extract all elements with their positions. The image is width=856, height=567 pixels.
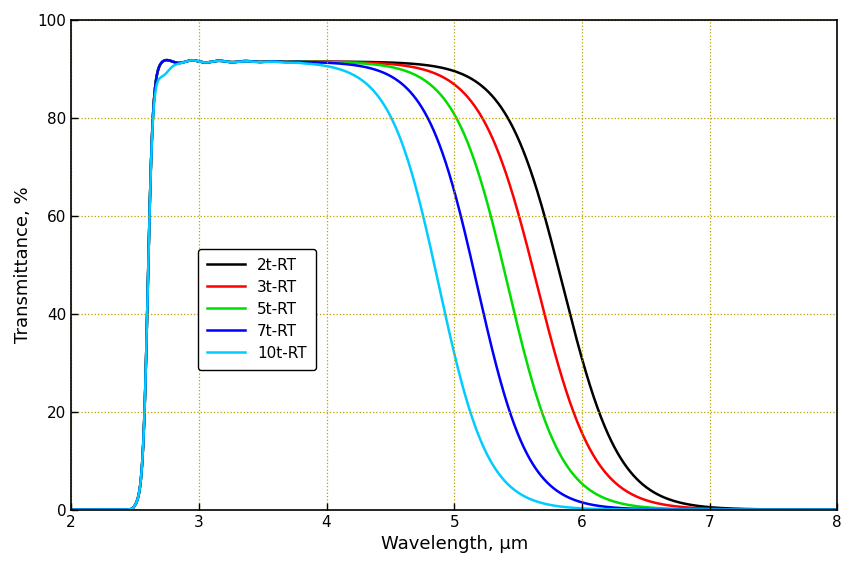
3t-RT [162,57,172,64]
Y-axis label: Transmittance, %: Transmittance, % [14,187,32,343]
7t-RT [564,494,574,501]
3t-RT [832,506,842,513]
3t-RT [696,505,706,511]
3t-RT [359,59,369,66]
2t-RT [696,503,706,510]
5t-RT [66,506,76,513]
2t-RT [66,506,76,513]
Line: 2t-RT: 2t-RT [71,60,837,510]
7t-RT [205,58,216,65]
5t-RT [564,466,574,473]
3t-RT [564,397,574,404]
10t-RT [66,506,76,513]
2t-RT [162,57,172,64]
7t-RT [162,57,172,64]
Legend: 2t-RT, 3t-RT, 5t-RT, 7t-RT, 10t-RT: 2t-RT, 3t-RT, 5t-RT, 7t-RT, 10t-RT [198,248,316,370]
10t-RT [359,78,369,85]
10t-RT [526,496,536,503]
X-axis label: Wavelength, μm: Wavelength, μm [381,535,528,553]
10t-RT [832,506,842,513]
10t-RT [696,506,706,513]
Line: 5t-RT: 5t-RT [71,60,837,510]
10t-RT [564,504,574,511]
7t-RT [359,64,369,70]
10t-RT [187,57,198,64]
10t-RT [205,58,216,65]
2t-RT [638,481,648,488]
Line: 10t-RT: 10t-RT [71,61,837,510]
Line: 7t-RT: 7t-RT [71,60,837,510]
5t-RT [359,60,369,67]
5t-RT [205,58,216,65]
10t-RT [638,506,648,513]
3t-RT [526,257,536,264]
2t-RT [832,506,842,513]
3t-RT [66,506,76,513]
7t-RT [638,506,648,513]
2t-RT [526,168,536,175]
7t-RT [696,506,706,513]
5t-RT [162,57,172,64]
2t-RT [564,309,574,316]
3t-RT [638,496,648,502]
5t-RT [696,506,706,513]
7t-RT [526,458,536,464]
5t-RT [638,503,648,510]
Line: 3t-RT: 3t-RT [71,60,837,510]
7t-RT [66,506,76,513]
5t-RT [526,373,536,380]
7t-RT [832,506,842,513]
2t-RT [205,58,216,65]
3t-RT [205,58,216,65]
5t-RT [832,506,842,513]
2t-RT [359,58,369,65]
